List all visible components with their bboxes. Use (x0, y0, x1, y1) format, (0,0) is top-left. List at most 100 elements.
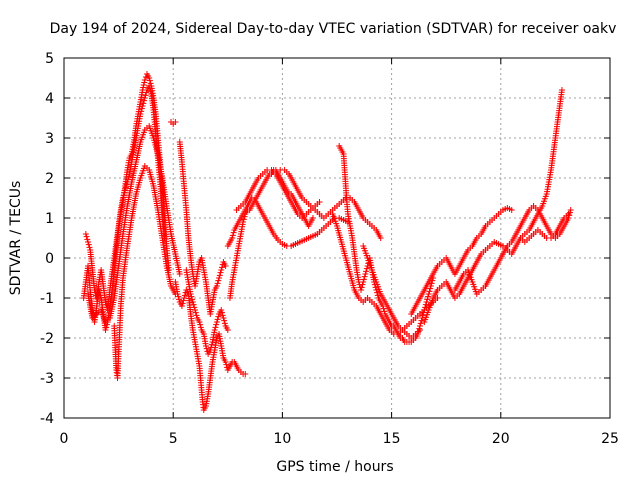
data-point (189, 296, 196, 303)
x-axis-ticks: 0 5 10 15 20 25 (60, 58, 619, 447)
data-point (230, 229, 237, 236)
data-point (416, 325, 423, 332)
x-tick-label: 10 (273, 431, 291, 447)
data-point (418, 317, 425, 324)
data-point (229, 235, 236, 241)
data-point (192, 309, 199, 316)
data-point (223, 361, 230, 368)
data-point (121, 189, 128, 196)
data-point (102, 327, 109, 333)
data-point (142, 92, 149, 99)
data-point (192, 307, 199, 313)
data-point (425, 293, 431, 300)
data-point (426, 288, 433, 295)
data-point (122, 187, 129, 193)
data-point (359, 281, 366, 288)
data-point (377, 235, 384, 241)
data-point (218, 307, 225, 313)
data-point (102, 299, 109, 305)
data-point (122, 184, 129, 191)
x-tick-label: 25 (601, 431, 619, 447)
data-point (423, 299, 430, 305)
series-t2 (82, 83, 168, 313)
data-point (174, 291, 181, 297)
data-point (567, 207, 574, 213)
data-point (213, 319, 220, 325)
data-point (208, 344, 215, 351)
data-point (358, 284, 365, 291)
data-point (422, 301, 429, 308)
y-tick-label: -1 (40, 291, 54, 307)
data-point (146, 83, 153, 89)
data-point (83, 233, 90, 240)
data-point (373, 287, 380, 293)
data-point (309, 215, 316, 221)
data-point (215, 313, 222, 320)
data-point (213, 283, 220, 289)
data-point (197, 321, 204, 328)
data-point (566, 212, 573, 219)
data-point (360, 279, 367, 285)
data-point (229, 232, 236, 239)
data-point (222, 263, 229, 269)
y-tick-label: -3 (40, 371, 54, 387)
data-point (240, 216, 247, 223)
data-point (187, 291, 194, 297)
data-point (143, 89, 150, 96)
data-point (139, 103, 146, 109)
data-point (196, 319, 203, 325)
data-point (212, 324, 219, 331)
data-point (141, 77, 148, 83)
y-tick-label: 0 (45, 251, 54, 267)
data-point (425, 291, 432, 297)
series-t11 (224, 195, 351, 249)
data-point (211, 327, 218, 333)
data-point (415, 328, 422, 335)
data-point (91, 287, 98, 293)
series-t13 (336, 143, 437, 345)
data-point (214, 280, 221, 287)
series-t18 (451, 203, 574, 297)
series-t19 (517, 211, 572, 245)
series-t7 (172, 279, 249, 413)
data-point (220, 315, 227, 321)
series-t4 (111, 163, 179, 381)
data-point (85, 239, 92, 245)
data-point (82, 231, 89, 237)
data-point (175, 293, 182, 300)
data-point (141, 95, 148, 101)
data-point (146, 77, 153, 84)
data-point (146, 75, 153, 81)
series-t8 (183, 267, 231, 357)
y-tick-label: 2 (45, 171, 54, 187)
data-point (178, 303, 185, 309)
data-point (363, 265, 370, 272)
data-point (147, 80, 154, 87)
data-point (416, 327, 423, 333)
data-point (140, 100, 147, 107)
data-point (216, 275, 223, 281)
x-tick-label: 5 (169, 431, 178, 447)
series-t10 (233, 167, 323, 221)
data-point (103, 321, 110, 328)
data-point (138, 108, 145, 115)
data-point (181, 292, 188, 299)
y-tick-label: -2 (40, 331, 54, 347)
data-point (218, 264, 225, 271)
data-point (208, 341, 215, 348)
data-point (119, 195, 126, 201)
data-point (141, 97, 148, 104)
data-point (419, 312, 426, 319)
data-point (189, 299, 196, 305)
data-point (147, 88, 154, 95)
data-point (120, 192, 127, 199)
data-point (216, 272, 223, 279)
data-point (361, 273, 368, 280)
data-point (565, 211, 572, 217)
data-points (80, 71, 574, 413)
data-point (417, 320, 424, 327)
data-point (360, 276, 367, 283)
data-point (242, 371, 249, 377)
data-point (362, 271, 369, 277)
data-point (172, 119, 179, 125)
